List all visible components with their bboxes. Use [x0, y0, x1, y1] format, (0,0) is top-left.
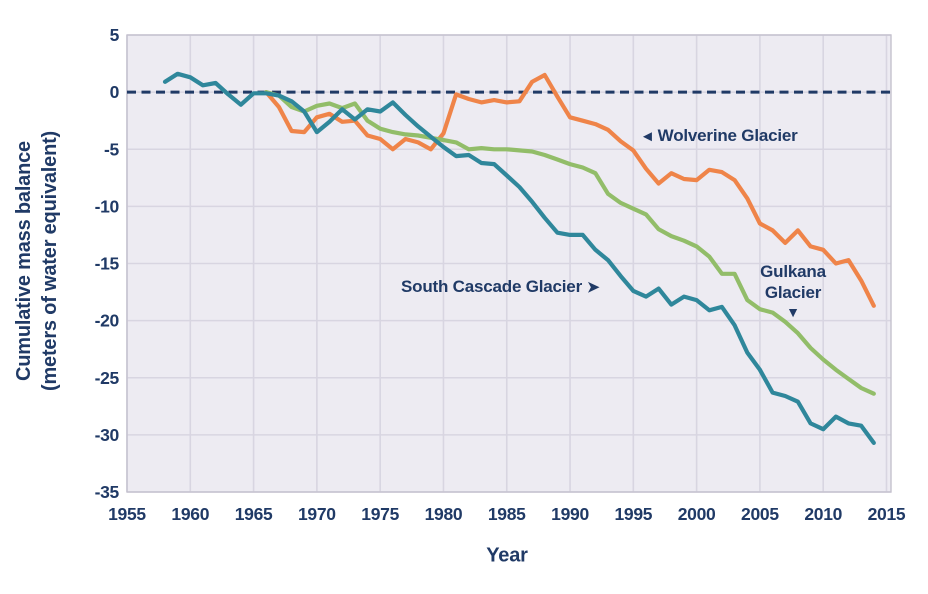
y-axis-title-line2: (meters of water equivalent) — [39, 130, 61, 392]
y-tick-label: -30 — [95, 425, 120, 445]
x-tick-label: 1990 — [551, 504, 589, 524]
arrow-left-icon: ◄ — [640, 128, 655, 145]
y-tick-label: -20 — [95, 311, 120, 331]
x-tick-label: 1955 — [108, 504, 146, 524]
arrow-down-icon: ▼ — [786, 304, 800, 320]
x-tick-label: 1970 — [298, 504, 336, 524]
annotation-wolverine-label: Wolverine Glacier — [657, 126, 798, 145]
y-tick-label: -15 — [95, 254, 120, 274]
series-line-south_cascade — [162, 71, 876, 445]
annotation-gulkana-glacier: Gulkana Glacier ▼ — [742, 261, 844, 320]
y-tick-label: -5 — [104, 139, 120, 159]
annotation-south-cascade-label: South Cascade Glacier — [401, 277, 582, 296]
x-tick-label: 2005 — [741, 504, 779, 524]
x-tick-label: 1995 — [614, 504, 652, 524]
annotation-south-cascade-glacier: South Cascade Glacier ➤ — [401, 277, 600, 298]
y-tick-label: 0 — [110, 82, 120, 102]
x-tick-label: 2010 — [804, 504, 842, 524]
arrow-right-icon: ➤ — [586, 279, 600, 296]
y-tick-label: -35 — [95, 482, 120, 502]
x-tick-label: 1985 — [488, 504, 526, 524]
y-axis-title-line1: Cumulative mass balance — [13, 141, 35, 381]
plot-border — [126, 34, 892, 493]
annotation-gulkana-label-line2: Glacier — [764, 283, 822, 302]
x-tick-label: 2000 — [678, 504, 716, 524]
x-tick-label: 1980 — [425, 504, 463, 524]
x-tick-label: 1960 — [171, 504, 209, 524]
y-tick-label: -25 — [95, 368, 120, 388]
series-line-gulkana — [264, 89, 876, 396]
y-tick-label: -10 — [95, 196, 120, 216]
x-tick-label: 1975 — [361, 504, 399, 524]
x-tick-label: 2015 — [868, 504, 906, 524]
y-tick-label: 5 — [110, 25, 120, 45]
x-axis-title: Year — [486, 544, 528, 567]
series-line-wolverine — [264, 72, 876, 308]
annotation-wolverine-glacier: ◄ Wolverine Glacier — [640, 126, 798, 147]
x-tick-label: 1965 — [235, 504, 273, 524]
annotation-gulkana-label-line1: Gulkana — [760, 262, 826, 281]
y-axis-title: Cumulative mass balance (meters of water… — [11, 131, 63, 391]
